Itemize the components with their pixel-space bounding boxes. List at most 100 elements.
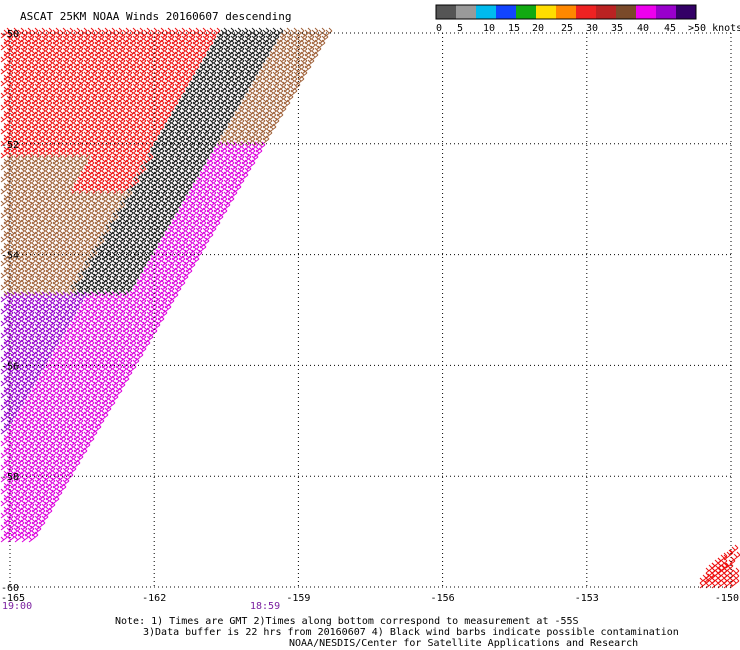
- wind-barb: [161, 231, 172, 243]
- wind-barb: [196, 99, 207, 111]
- wind-barb: [0, 471, 11, 483]
- wind-barb: [175, 207, 186, 219]
- wind-barb: [80, 93, 91, 105]
- wind-barb: [94, 45, 105, 57]
- wind-barb: [133, 183, 144, 195]
- wind-barb: [28, 387, 39, 399]
- wind-barb: [42, 327, 53, 339]
- wind-barb: [70, 75, 81, 87]
- wind-barb: [3, 333, 14, 345]
- wind-barb: [56, 255, 67, 267]
- wind-barb: [154, 27, 165, 39]
- wind-barb: [84, 99, 95, 111]
- wind-barb: [17, 201, 28, 213]
- wind-barb: [59, 105, 70, 117]
- wind-barb: [245, 123, 256, 135]
- wind-barb: [147, 195, 158, 207]
- wind-barb: [66, 321, 77, 333]
- wind-barb: [14, 111, 25, 123]
- wind-barb: [73, 213, 84, 225]
- wind-barb: [94, 309, 105, 321]
- wind-barb: [157, 45, 168, 57]
- wind-barb: [38, 309, 49, 321]
- wind-barb: [147, 147, 158, 159]
- wind-barb: [108, 57, 119, 69]
- wind-barb: [56, 39, 67, 51]
- wind-barb: [157, 81, 168, 93]
- wind-barb: [84, 315, 95, 327]
- wind-barb: [108, 105, 119, 117]
- wind-barb: [143, 165, 154, 177]
- wind-barb: [21, 327, 32, 339]
- wind-barb: [21, 315, 32, 327]
- wind-barb: [35, 459, 46, 471]
- wind-barb: [21, 87, 32, 99]
- wind-barb: [192, 237, 203, 249]
- wind-barb: [105, 135, 116, 147]
- wind-barb: [150, 189, 161, 201]
- wind-barb: [80, 441, 91, 453]
- wind-barb: [182, 39, 193, 51]
- wind-barb: [119, 303, 130, 315]
- wind-barb: [210, 63, 221, 75]
- wind-barb: [98, 195, 109, 207]
- wind-barb: [259, 75, 270, 87]
- wind-barb: [21, 387, 32, 399]
- wind-barb: [31, 261, 42, 273]
- wind-barb: [52, 381, 63, 393]
- wind-barb: [7, 171, 18, 183]
- wind-barb: [87, 333, 98, 345]
- wind-barb: [199, 165, 210, 177]
- wind-barb: [199, 45, 210, 57]
- wind-barb: [143, 57, 154, 69]
- wind-barb: [241, 141, 252, 153]
- wind-barb: [248, 57, 259, 69]
- wind-barb: [98, 231, 109, 243]
- wind-barb: [101, 153, 112, 165]
- wind-barb: [122, 189, 133, 201]
- wind-barb: [717, 567, 728, 579]
- wind-barb: [84, 171, 95, 183]
- wind-barb: [21, 75, 32, 87]
- wind-barb: [0, 435, 11, 447]
- wind-barb: [21, 171, 32, 183]
- wind-barb: [45, 501, 56, 513]
- wind-barb: [59, 357, 70, 369]
- wind-barb: [70, 243, 81, 255]
- wind-barb: [175, 123, 186, 135]
- legend-color-swatch: [616, 5, 637, 19]
- wind-barb: [56, 159, 67, 171]
- wind-barb: [245, 63, 256, 75]
- wind-barb: [52, 429, 63, 441]
- wind-barb: [245, 27, 256, 39]
- wind-barb: [7, 195, 18, 207]
- wind-barb: [45, 321, 56, 333]
- wind-barb: [189, 171, 200, 183]
- wind-barb: [7, 531, 18, 543]
- wind-barb: [266, 111, 277, 123]
- wind-barb: [21, 519, 32, 531]
- wind-barb: [0, 63, 11, 75]
- wind-barb: [52, 345, 63, 357]
- wind-barb: [259, 63, 270, 75]
- note-line-2: 3)Data buffer is 22 hrs from 20160607 4)…: [143, 627, 679, 638]
- wind-barb: [150, 69, 161, 81]
- wind-barb: [150, 153, 161, 165]
- wind-barb: [101, 81, 112, 93]
- wind-barb: [63, 375, 74, 387]
- wind-barb: [108, 369, 119, 381]
- wind-barb: [182, 207, 193, 219]
- wind-barb: [66, 81, 77, 93]
- wind-barb: [0, 447, 11, 459]
- wind-barb: [91, 387, 102, 399]
- wind-barb: [206, 69, 217, 81]
- wind-barb: [80, 345, 91, 357]
- wind-barb: [24, 141, 35, 153]
- wind-barb: [143, 249, 154, 261]
- wind-barb: [245, 75, 256, 87]
- wind-barb: [98, 339, 109, 351]
- wind-barb: [231, 27, 242, 39]
- wind-barb: [217, 159, 228, 171]
- wind-barb: [0, 351, 11, 363]
- wind-barb: [150, 225, 161, 237]
